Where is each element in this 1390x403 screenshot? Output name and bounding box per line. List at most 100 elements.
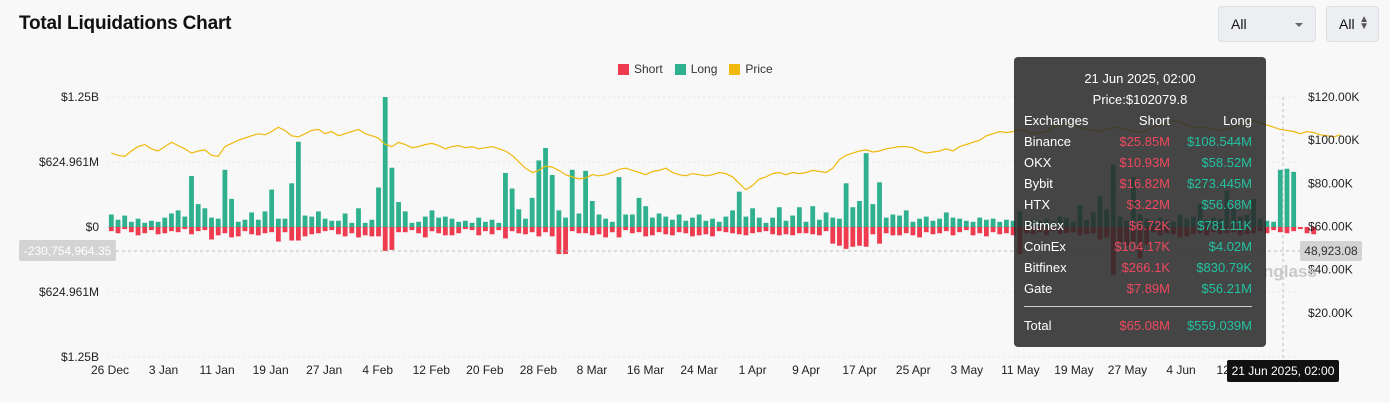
long-bar	[810, 206, 816, 227]
interval-select[interactable]: All ▲ ▼	[1326, 6, 1379, 42]
long-bar	[416, 221, 422, 227]
short-bar	[1004, 227, 1009, 234]
long-bar	[336, 220, 341, 227]
short-bar	[643, 227, 649, 237]
short-bar	[382, 227, 388, 251]
short-bar	[523, 227, 528, 235]
short-bar	[255, 227, 261, 236]
legend-item-long[interactable]: Long	[674, 62, 718, 76]
short-bar	[449, 227, 455, 236]
short-bar	[1291, 227, 1297, 232]
long-bar	[356, 208, 361, 227]
long-bar	[128, 221, 134, 227]
short-bar	[396, 227, 401, 233]
long-bar	[556, 210, 562, 227]
short-bar	[496, 227, 502, 231]
long-bar	[295, 141, 301, 227]
long-bar	[275, 218, 281, 227]
short-bar	[957, 227, 963, 233]
long-bar	[977, 217, 983, 227]
short-bar	[282, 227, 288, 233]
tooltip-exchange-name: Gate	[1024, 281, 1053, 296]
short-bar	[877, 227, 882, 244]
legend-label-long: Long	[690, 62, 718, 76]
short-bar	[456, 227, 462, 234]
x-axis-tick-label: 19 Jan	[253, 363, 289, 377]
long-bar	[616, 177, 622, 227]
short-bar	[616, 227, 622, 238]
long-bar	[796, 207, 802, 227]
x-axis-tick-label: 12 Feb	[413, 363, 451, 377]
short-bar	[322, 227, 328, 232]
long-bar	[195, 204, 201, 227]
short-bar	[950, 227, 956, 236]
long-bar	[202, 208, 208, 227]
long-bar	[496, 222, 502, 227]
long-bar	[623, 214, 629, 227]
short-bar	[756, 227, 762, 233]
x-axis-tick-label: 24 Mar	[680, 363, 717, 377]
left-axis-tick-label: $1.25B	[61, 90, 99, 104]
short-bar	[269, 227, 275, 233]
short-bar	[830, 227, 836, 244]
long-bar	[950, 217, 956, 227]
short-bar	[736, 227, 742, 235]
exchange-select[interactable]: All	[1218, 6, 1316, 42]
short-bar	[696, 227, 702, 236]
short-bar	[429, 227, 435, 232]
tooltip-header-long: Long	[1223, 113, 1252, 128]
crosshair-date: 21 Jun 2025, 02:00	[1227, 360, 1339, 382]
x-axis-tick-label: 20 Feb	[466, 363, 504, 377]
short-bar	[329, 227, 335, 231]
tooltip-short-value: $3.22M	[1126, 197, 1170, 212]
exchange-select-value: All	[1231, 16, 1247, 32]
long-bar	[983, 219, 989, 227]
short-bar	[603, 227, 609, 238]
tooltip-total-short: $65.08M	[1119, 318, 1170, 333]
interval-select-value: All	[1339, 16, 1355, 32]
long-bar	[883, 217, 889, 227]
long-bar	[543, 147, 548, 227]
long-bar	[549, 175, 555, 227]
short-bar	[883, 227, 889, 234]
short-bar	[576, 227, 582, 234]
long-bar	[583, 170, 589, 227]
long-bar	[1010, 220, 1016, 227]
long-bar	[1284, 168, 1290, 227]
long-bar	[730, 210, 735, 227]
long-bar	[676, 214, 682, 227]
right-axis-tick-label: $80.00K	[1308, 176, 1353, 190]
long-bar	[476, 217, 482, 227]
x-axis-tick-label: 26 Dec	[91, 363, 129, 377]
short-bar	[897, 227, 902, 236]
long-bar	[456, 221, 462, 227]
long-bar	[1291, 171, 1297, 227]
long-bar	[169, 213, 174, 227]
short-bar	[175, 227, 181, 233]
short-bar	[483, 227, 488, 232]
tooltip-short-value: $25.85M	[1119, 134, 1170, 149]
short-bar	[623, 227, 629, 231]
tooltip-short-value: $104.17K	[1114, 239, 1170, 254]
short-bar	[549, 227, 555, 237]
short-bar	[857, 227, 862, 246]
legend-item-short[interactable]: Short	[618, 62, 663, 76]
short-bar	[943, 227, 949, 232]
long-bar	[249, 212, 255, 227]
short-bar	[543, 227, 548, 233]
long-bar	[703, 220, 709, 227]
short-bar	[195, 227, 201, 232]
long-bar	[723, 216, 729, 227]
short-bar	[262, 227, 268, 234]
tooltip-long-value: $830.79K	[1196, 260, 1252, 275]
long-bar	[656, 213, 662, 227]
short-bar	[670, 227, 675, 236]
short-bar	[222, 227, 228, 234]
short-bar	[710, 227, 715, 237]
long-bar	[262, 211, 268, 227]
short-bar	[275, 227, 281, 242]
short-bar	[837, 227, 842, 246]
long-bar	[609, 221, 615, 227]
long-bar	[402, 211, 408, 227]
legend-item-price[interactable]: Price	[729, 62, 773, 76]
